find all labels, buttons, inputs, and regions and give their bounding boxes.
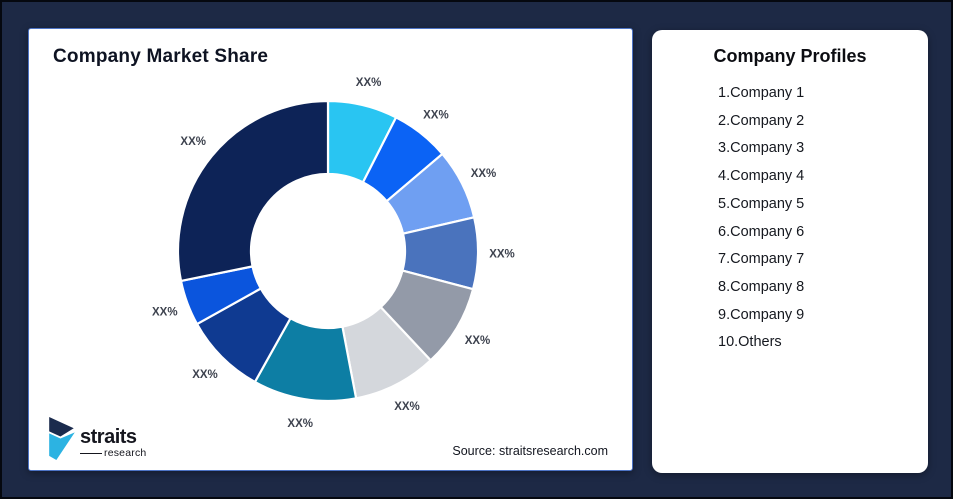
- logo-sub-row: research: [80, 447, 146, 459]
- logo-divider-line: [80, 452, 102, 454]
- company-list-item: 9.Company 9: [718, 306, 805, 323]
- company-list-item: 7.Company 7: [718, 251, 805, 268]
- company-list-item: 8.Company 8: [718, 278, 805, 295]
- company-list-item: 6.Company 6: [718, 223, 805, 240]
- logo-text: straits research: [80, 426, 146, 459]
- company-profiles-card: Company Profiles 1.Company 1 2.Company 2 3…: [652, 30, 928, 473]
- company-list-item: 1.Company 1: [718, 85, 805, 101]
- donut-segment: [176, 99, 330, 283]
- logo-mark-icon: [49, 417, 75, 460]
- segment-percentage-label: XX%: [465, 335, 491, 347]
- company-list-item: 4.Company 4: [718, 168, 805, 185]
- segment-percentage-label: XX%: [152, 307, 178, 319]
- source-text: Source: straitsresearch.com: [452, 444, 608, 458]
- profiles-title: Company Profiles: [713, 46, 867, 66]
- chart-title: Company Market Share: [53, 46, 269, 67]
- segment-percentage-label: XX%: [287, 418, 313, 430]
- segment-percentage-label: XX%: [471, 168, 497, 180]
- straits-research-logo: straits research: [49, 417, 146, 460]
- logo-mark-navy-arrow: [49, 417, 74, 437]
- segment-percentage-label: XX%: [423, 110, 449, 122]
- company-list-item: 2.Company 2: [718, 112, 805, 129]
- logo-brand: straits: [80, 426, 137, 448]
- segment-percentage-label: XX%: [356, 77, 382, 89]
- company-list-item: 5.Company 5: [718, 195, 805, 212]
- segment-percentage-label: XX%: [192, 369, 218, 381]
- donut-chart: XX% XX% XX% XX% XX% XX% XX% XX% XX% XX%: [152, 77, 515, 430]
- company-list-item: 3.Company 3: [718, 140, 805, 157]
- segment-percentage-label: XX%: [489, 249, 515, 261]
- company-list-item: 10.Others: [718, 334, 782, 351]
- segment-percentage-label: XX%: [180, 136, 206, 148]
- segment-percentage-label: XX%: [394, 401, 420, 413]
- profiles-list: 1.Company 1 2.Company 2 3.Company 3 4.Compa…: [718, 80, 804, 357]
- logo-sub: research: [104, 447, 147, 459]
- market-share-card: Company Market Share XX% XX% XX% XX% XX% XX% X…: [28, 28, 633, 471]
- logo-mark-cyan-arrow: [49, 432, 75, 460]
